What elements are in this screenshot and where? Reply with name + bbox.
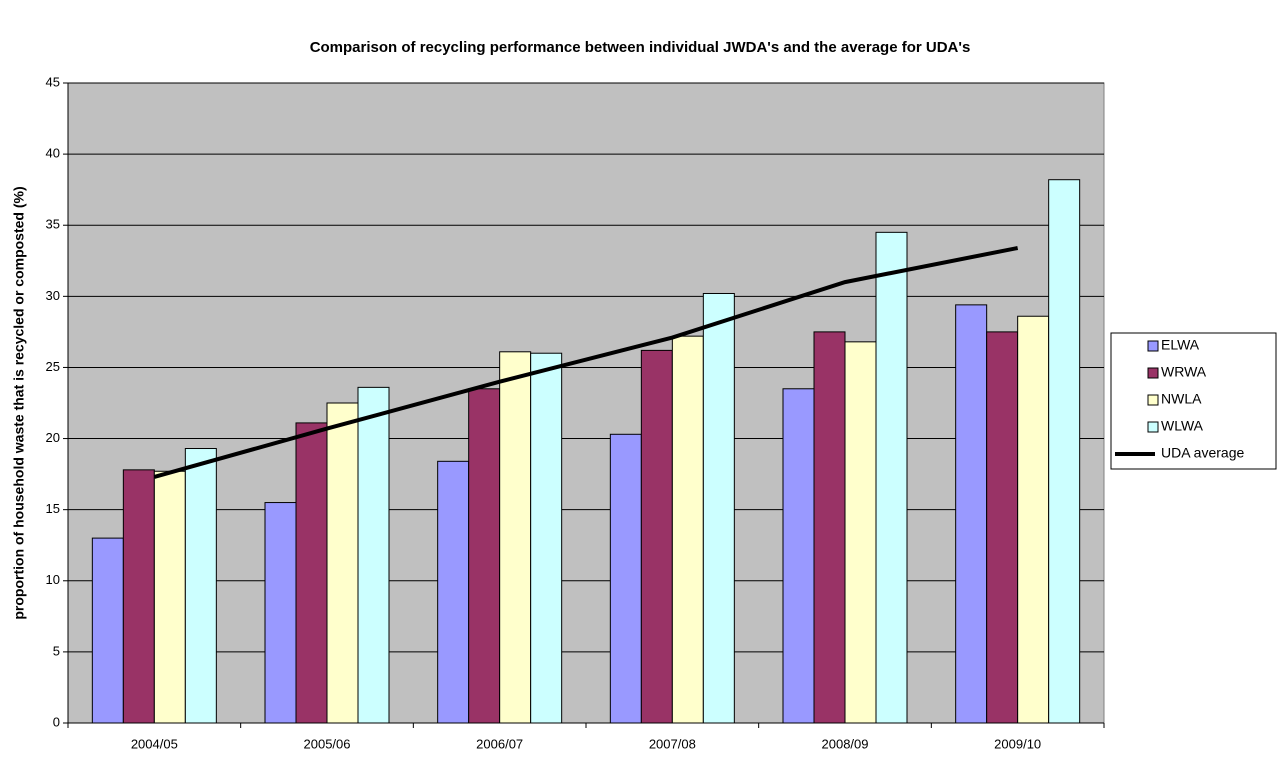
bar <box>844 341 877 724</box>
bar <box>357 386 390 724</box>
legend-label: NWLA <box>1161 391 1202 407</box>
bar <box>295 422 328 724</box>
bar <box>122 469 155 724</box>
chart-title: Comparison of recycling performance betw… <box>310 39 971 56</box>
bar <box>153 470 186 724</box>
y-tick-label: 30 <box>46 288 60 303</box>
y-tick-label: 40 <box>46 146 60 161</box>
legend-swatch <box>1147 367 1159 379</box>
bar <box>813 331 846 724</box>
bar <box>91 537 124 724</box>
legend-swatch <box>1147 340 1159 352</box>
x-tick-label: 2007/08 <box>649 736 696 751</box>
x-tick-label: 2005/06 <box>304 736 351 751</box>
legend-label: ELWA <box>1161 337 1200 353</box>
legend-label: WRWA <box>1161 364 1207 380</box>
x-tick-label: 2009/10 <box>994 736 1041 751</box>
bar <box>702 292 735 724</box>
y-tick-label: 15 <box>46 501 60 516</box>
plot-area <box>67 82 1105 724</box>
bar <box>609 433 642 724</box>
bar <box>184 448 217 724</box>
x-tick-label: 2004/05 <box>131 736 178 751</box>
x-tick-label: 2008/09 <box>822 736 869 751</box>
y-tick-label: 45 <box>46 74 60 89</box>
y-axis-label: proportion of household waste that is re… <box>11 186 27 619</box>
bar <box>640 349 673 724</box>
bar <box>875 231 908 724</box>
legend-label: UDA average <box>1161 445 1244 461</box>
bar <box>437 460 470 724</box>
y-tick-label: 0 <box>53 714 60 729</box>
bar <box>782 388 815 724</box>
bar <box>1017 315 1050 724</box>
bar <box>468 388 501 724</box>
x-tick-label: 2006/07 <box>476 736 523 751</box>
bar <box>986 331 1019 724</box>
line <box>153 246 1019 479</box>
y-tick-label: 5 <box>53 643 60 658</box>
y-tick-label: 35 <box>46 217 60 232</box>
legend-label: WLWA <box>1161 418 1204 434</box>
bar <box>955 304 988 724</box>
y-tick-label: 25 <box>46 359 60 374</box>
legend-swatch <box>1147 394 1159 406</box>
bar <box>1048 179 1081 724</box>
y-tick-label: 20 <box>46 430 60 445</box>
bar <box>671 335 704 724</box>
bar <box>530 352 563 724</box>
legend-swatch <box>1147 421 1159 433</box>
y-tick-label: 10 <box>46 572 60 587</box>
bar <box>499 351 532 724</box>
legend-box <box>1110 332 1277 470</box>
bar <box>326 402 359 724</box>
bar <box>264 502 297 724</box>
